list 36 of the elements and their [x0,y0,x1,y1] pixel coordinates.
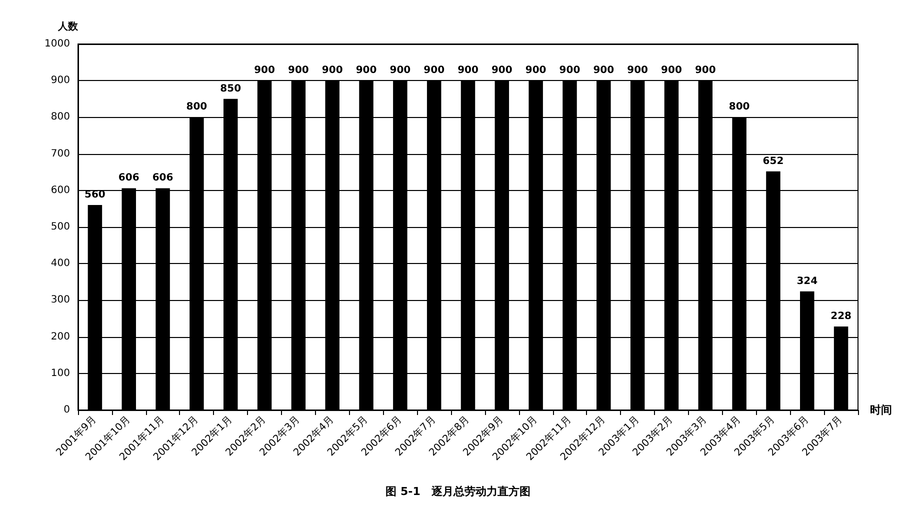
y-tick-label: 1000 [44,38,70,50]
data-label: 850 [220,83,242,94]
data-label: 606 [118,172,140,184]
data-label: 652 [762,156,784,167]
y-tick-label: 900 [50,75,70,86]
y-tick-label: 100 [50,368,70,379]
data-label: 900 [525,65,546,76]
y-tick-label: 600 [50,184,70,196]
data-label: 800 [186,102,208,113]
data-label: 228 [830,311,852,322]
data-label: 900 [694,65,716,76]
y-tick-label: 200 [50,331,70,342]
data-label: 900 [458,65,478,76]
data-label: 900 [322,65,343,76]
data-label: 900 [559,65,580,76]
data-label: 606 [152,172,174,184]
y-tick-label: 400 [50,258,70,270]
data-label: 800 [728,102,750,113]
y-tick-label: 0 [64,404,70,416]
text: 图 5-1 逐月总劳动力直方图 [386,485,530,498]
y-axis-title: 人数 [57,20,79,32]
data-label: 900 [627,65,648,76]
data-label: 900 [593,65,614,76]
y-tick-label: 800 [50,112,70,123]
data-label: 900 [288,65,309,76]
data-label: 900 [491,65,512,76]
data-label: 900 [424,65,445,76]
data-label: 900 [356,65,377,76]
data-label: 900 [390,65,411,76]
x-axis-title: 时间 [870,404,892,416]
y-tick-label: 700 [50,148,70,160]
data-label: 900 [661,65,682,76]
data-label: 324 [796,276,818,287]
y-tick-label: 300 [50,294,70,306]
y-tick-label: 500 [50,222,70,232]
data-label: 900 [254,65,275,76]
